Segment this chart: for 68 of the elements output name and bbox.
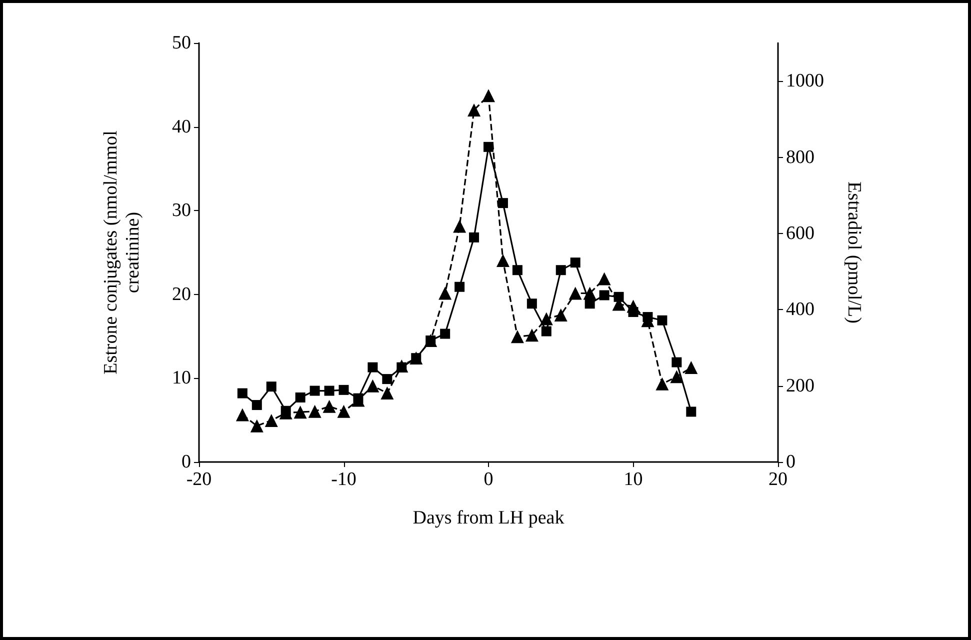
point	[614, 292, 624, 302]
y-tick-label: 20	[172, 284, 191, 305]
point	[541, 326, 552, 336]
point	[512, 265, 522, 276]
point	[236, 408, 249, 422]
point	[482, 89, 495, 102]
point	[337, 404, 350, 418]
point	[498, 198, 508, 208]
point	[294, 406, 307, 419]
point	[368, 362, 378, 372]
point	[556, 265, 566, 276]
point	[264, 414, 278, 427]
point	[324, 386, 334, 396]
x-axis-title: Days from LH peak	[412, 508, 565, 528]
y2-tick-label: 800	[786, 146, 814, 168]
point	[310, 386, 320, 396]
y-tick-label: 40	[172, 116, 191, 138]
point	[440, 328, 450, 339]
point	[395, 360, 408, 373]
y2-tick-label: 0	[786, 452, 796, 472]
point	[568, 286, 582, 300]
point	[454, 282, 465, 292]
point	[380, 386, 394, 400]
point	[598, 272, 611, 286]
point	[308, 404, 322, 418]
point	[250, 419, 264, 432]
point	[626, 300, 640, 313]
point	[266, 382, 276, 392]
x-tick-label: 20	[768, 469, 788, 490]
point	[382, 374, 392, 384]
point	[554, 308, 568, 322]
point	[540, 312, 553, 326]
y2-tick-label: 400	[786, 299, 814, 320]
point	[237, 388, 248, 398]
point	[686, 406, 696, 417]
y-tick-label: 50	[172, 32, 191, 54]
point	[599, 290, 610, 300]
point	[510, 330, 524, 344]
point	[684, 361, 698, 374]
point	[583, 286, 596, 300]
x-tick-label: -10	[331, 469, 356, 490]
y2-tick-label: 600	[786, 222, 814, 244]
point	[453, 220, 466, 233]
point	[525, 328, 538, 342]
point	[338, 384, 349, 395]
point	[496, 254, 510, 267]
point	[366, 379, 380, 392]
point	[657, 315, 668, 326]
y2-axis-title: Estradiol (pmol/L)	[844, 182, 864, 324]
point	[670, 370, 684, 384]
point	[656, 377, 669, 390]
point	[484, 142, 494, 152]
point	[570, 258, 580, 268]
point	[526, 298, 537, 309]
x-tick-label: 0	[484, 469, 494, 490]
point	[438, 286, 452, 300]
point	[295, 392, 306, 402]
y2-tick-label: 200	[786, 375, 814, 396]
point	[252, 400, 262, 410]
point	[468, 104, 481, 117]
y-axis-title: Estrone conjugates (nmol/mmol creatinine)	[100, 130, 144, 374]
x-tick-label: 10	[624, 469, 643, 490]
point	[322, 400, 336, 413]
y-tick-label: 30	[172, 200, 191, 222]
y2-tick-label: 1000	[786, 70, 824, 92]
point	[672, 357, 682, 368]
point	[469, 232, 480, 242]
y-tick-label: 10	[172, 368, 191, 389]
